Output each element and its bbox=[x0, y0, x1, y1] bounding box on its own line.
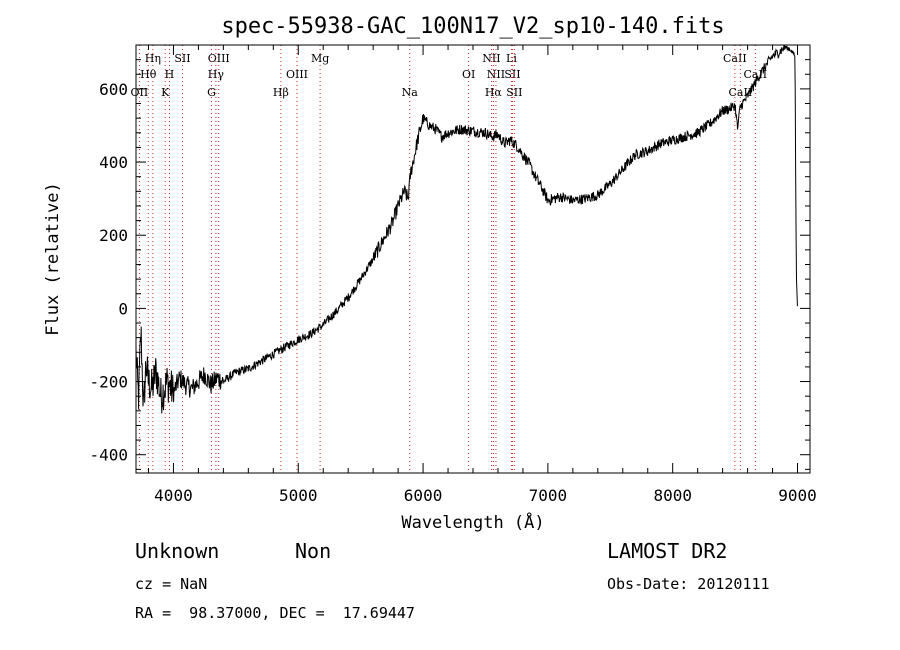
x-tick-label: 6000 bbox=[404, 486, 443, 505]
x-tick-label: 8000 bbox=[653, 486, 692, 505]
line-label: Li bbox=[506, 52, 517, 65]
line-label: Hα bbox=[485, 86, 503, 99]
y-tick-label: 600 bbox=[99, 80, 128, 99]
x-tick-label: 7000 bbox=[529, 486, 568, 505]
y-tick-label: -200 bbox=[89, 373, 128, 392]
y-tick-label: 0 bbox=[118, 299, 128, 318]
y-axis-label: Flux (relative) bbox=[43, 182, 63, 336]
axes-layer: 4000 5000 6000 7000 8000 9000 -400 -200 0 200 400 6… bbox=[89, 44, 817, 505]
x-tick-label: 5000 bbox=[279, 486, 318, 505]
coordinates-text: RA = 98.37000, DEC = 17.69447 bbox=[135, 604, 415, 622]
line-label: OIII bbox=[208, 52, 230, 65]
line-label: NII bbox=[487, 68, 505, 81]
series-layer bbox=[135, 44, 798, 414]
line-label: OII bbox=[131, 86, 149, 99]
spectrum-line bbox=[135, 44, 798, 414]
line-label: Hθ bbox=[140, 68, 157, 81]
survey-label: LAMOST DR2 bbox=[607, 539, 728, 563]
subclass-label: Non bbox=[295, 539, 332, 563]
line-label: G bbox=[207, 86, 216, 99]
line-label: OIII bbox=[286, 68, 308, 81]
plot-frame bbox=[135, 44, 811, 474]
x-axis-label: Wavelength (Å) bbox=[401, 511, 544, 533]
line-label: Na bbox=[402, 86, 419, 99]
y-tick-label: 400 bbox=[99, 153, 128, 172]
x-tick-label: 9000 bbox=[778, 486, 817, 505]
y-tick-label: 200 bbox=[99, 226, 128, 245]
line-label: CaII bbox=[723, 52, 747, 65]
line-label: Hβ bbox=[273, 86, 289, 99]
line-label: K bbox=[161, 86, 170, 99]
line-label: SII bbox=[506, 86, 522, 99]
line-label: NII bbox=[482, 52, 500, 65]
line-label: Hγ bbox=[208, 68, 225, 81]
line-label: SII bbox=[504, 68, 520, 81]
class-label: Unknown bbox=[135, 539, 220, 563]
x-tick-label: 4000 bbox=[154, 486, 193, 505]
line-label: Hη bbox=[145, 52, 161, 65]
line-label: OI bbox=[462, 68, 475, 81]
line-label: H bbox=[165, 68, 175, 81]
y-tick-label: -400 bbox=[89, 446, 128, 465]
chart-title: spec-55938-GAC_100N17_V2_sp10-140.fits bbox=[221, 14, 724, 39]
obs-date-text: Obs-Date: 20120111 bbox=[607, 575, 770, 593]
line-label: SII bbox=[174, 52, 190, 65]
line-label: Mg bbox=[311, 52, 329, 65]
redshift-text: cz = NaN bbox=[135, 575, 208, 593]
